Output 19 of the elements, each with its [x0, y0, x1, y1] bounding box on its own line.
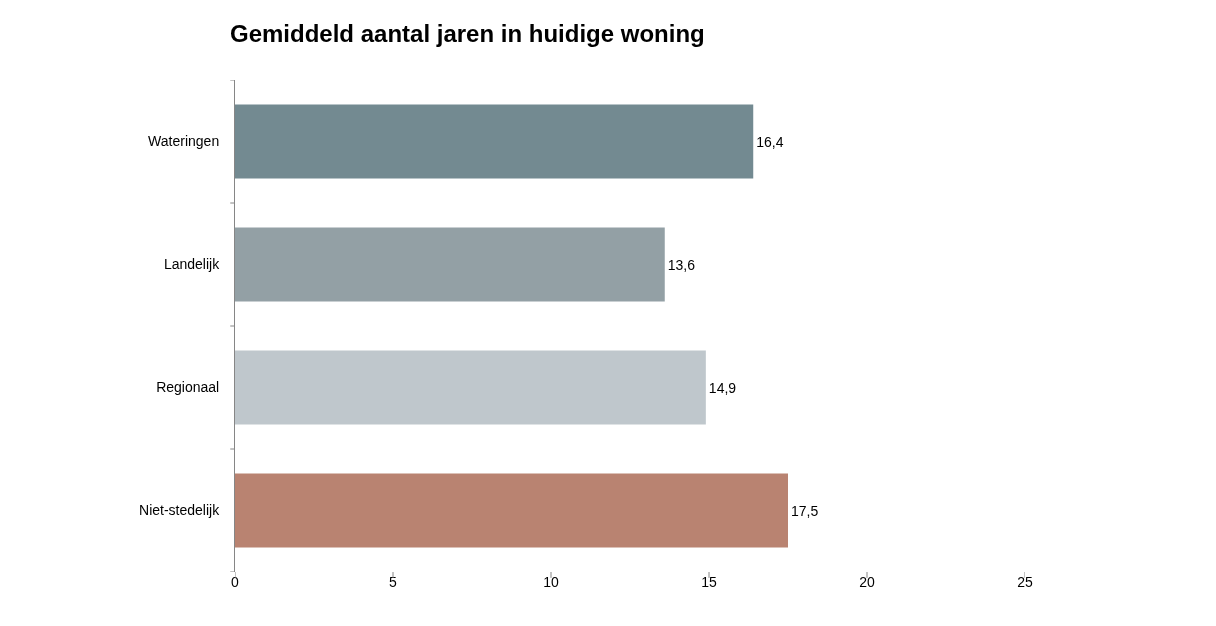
x-tick-label: 15 — [701, 574, 717, 590]
x-tick-label: 20 — [859, 574, 875, 590]
bar — [235, 473, 788, 548]
data-label: 14,9 — [708, 379, 737, 396]
y-tick-label: Wateringen — [148, 133, 220, 150]
y-tick-label: Niet-stedelijk — [139, 502, 221, 519]
y-tick-label: Landelijk — [163, 256, 221, 273]
x-tick-label: 10 — [543, 574, 559, 590]
x-tick-label: 0 — [231, 574, 240, 590]
bar — [235, 104, 754, 179]
chart-title: Gemiddeld aantal jaren in huidige woning — [230, 19, 705, 47]
bar — [235, 227, 665, 302]
y-tick-label: Regionaal — [156, 379, 220, 396]
data-label: 13,6 — [667, 256, 696, 273]
data-label: 17,5 — [791, 502, 819, 519]
data-label: 16,4 — [756, 133, 784, 150]
x-tick-label: 25 — [1017, 574, 1033, 590]
x-tick-label: 5 — [389, 574, 398, 590]
bar — [235, 350, 706, 425]
